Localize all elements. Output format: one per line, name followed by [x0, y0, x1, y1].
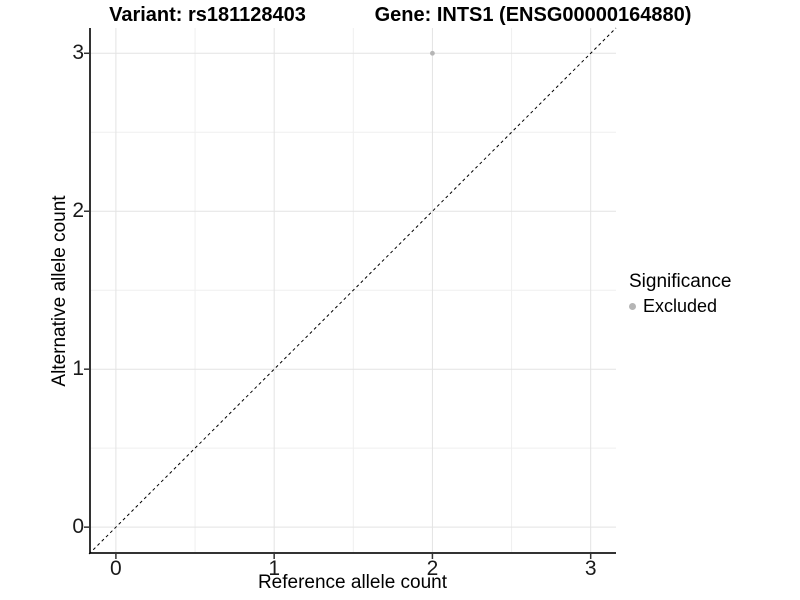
data-point — [430, 50, 435, 56]
identity-reference-line — [88, 27, 617, 555]
plot-panel — [84, 27, 617, 559]
x-tick-label: 0 — [110, 557, 122, 580]
x-tick-label: 2 — [426, 557, 439, 580]
y-tick-label: 0 — [72, 515, 84, 539]
plot-canvas — [84, 27, 617, 559]
y-tick-label: 3 — [72, 41, 84, 65]
legend-item-label: Excluded — [643, 296, 718, 316]
plot-title-variant: Variant: rs181128403 — [109, 4, 306, 26]
y-tick-label: 2 — [72, 199, 84, 223]
legend-point-icon — [629, 302, 636, 310]
x-axis-title: Reference allele count — [257, 572, 448, 593]
x-tick-label: 3 — [584, 557, 597, 580]
y-tick-label: 1 — [72, 357, 84, 381]
legend-item-excluded: Excluded — [629, 296, 731, 316]
x-tick-label: 1 — [268, 557, 280, 580]
legend-title: Significance — [629, 271, 732, 292]
plot-title-gene: Gene: INTS1 (ENSG00000164880) — [374, 4, 692, 26]
legend: Significance Excluded — [629, 271, 731, 316]
